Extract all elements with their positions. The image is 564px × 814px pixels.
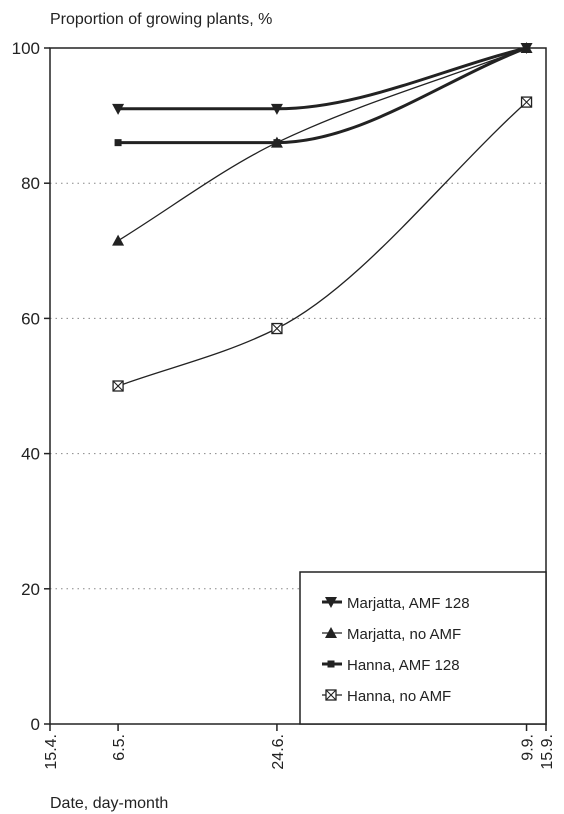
- x-tick-label: 15.9.: [539, 734, 556, 770]
- x-tick-label: 15.4.: [43, 734, 60, 770]
- legend-label: Marjatta, no AMF: [347, 626, 461, 643]
- legend-marker: [325, 689, 337, 701]
- data-point: [112, 234, 125, 246]
- data-point: [271, 322, 283, 335]
- y-tick-label: 100: [12, 39, 40, 58]
- legend-label: Hanna, AMF 128: [347, 657, 460, 674]
- legend-marker: [325, 597, 337, 608]
- series-line-2: [117, 47, 527, 242]
- data-point: [270, 103, 283, 115]
- series-line-4: [117, 101, 527, 387]
- axis-ticks: 0 20 40 60 80 100 15.4. 6.5. 24.6. 9.9. 15.9.: [12, 39, 556, 770]
- series-line-3: [118, 46, 528, 145]
- data-point: [112, 103, 125, 115]
- data-point: [112, 380, 124, 392]
- x-axis-title: Date, day-month: [50, 795, 168, 812]
- legend-marker: [327, 660, 335, 668]
- y-tick-label: 60: [21, 309, 40, 328]
- plot-frame: [49, 47, 547, 725]
- x-tick-label: 6.5.: [111, 734, 128, 761]
- legend-label: Marjatta, AMF 128: [347, 595, 470, 612]
- data-point: [114, 139, 122, 147]
- legend-label: Hanna, no AMF: [347, 688, 451, 705]
- x-tick-label: 9.9.: [520, 734, 537, 761]
- y-axis-title: Proportion of growing plants, %: [50, 11, 272, 28]
- gridlines: [50, 182, 546, 590]
- data-point: [520, 96, 533, 108]
- series-line-1: [118, 46, 527, 111]
- legend: Marjatta, AMF 128 Marjatta, no AMF Hanna, …: [299, 571, 547, 725]
- series-group: [112, 42, 533, 392]
- y-tick-label: 40: [21, 445, 40, 464]
- legend-box: [299, 571, 547, 725]
- data-point: [273, 139, 281, 147]
- y-tick-label: 20: [21, 580, 40, 599]
- legend-marker: [325, 627, 337, 638]
- x-tick-label: 24.6.: [270, 734, 287, 770]
- y-tick-label: 0: [31, 715, 40, 734]
- y-tick-label: 80: [21, 174, 40, 193]
